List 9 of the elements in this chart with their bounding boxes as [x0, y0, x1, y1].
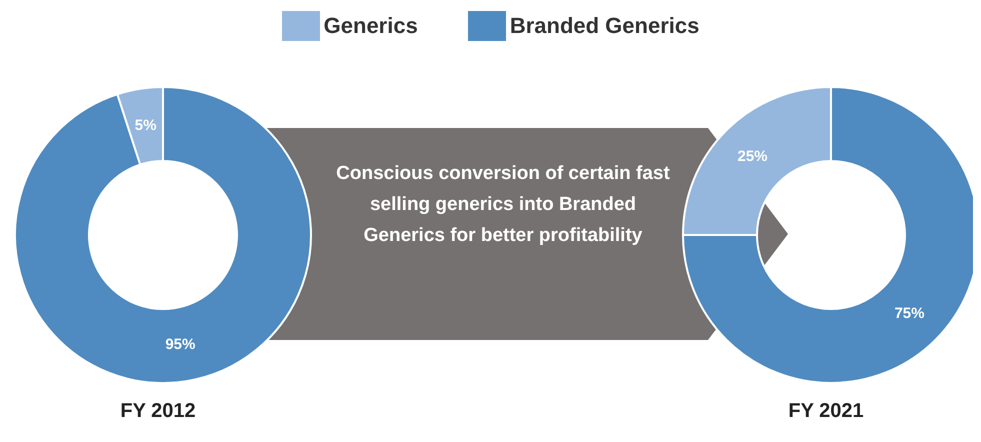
- legend-label: Branded Generics: [510, 13, 700, 39]
- data-label: 25%: [737, 148, 768, 166]
- data-label: 75%: [894, 304, 925, 322]
- legend-label: Generics: [324, 13, 418, 39]
- data-label: 95%: [165, 336, 196, 354]
- slice-label: FY 2012: [119, 400, 197, 423]
- slice-label: FY 2021: [787, 400, 865, 423]
- text: Conscious conversion of certain fast selling generics into Branded Generics for better profitability: [335, 162, 671, 248]
- data-label: 5%: [134, 116, 156, 134]
